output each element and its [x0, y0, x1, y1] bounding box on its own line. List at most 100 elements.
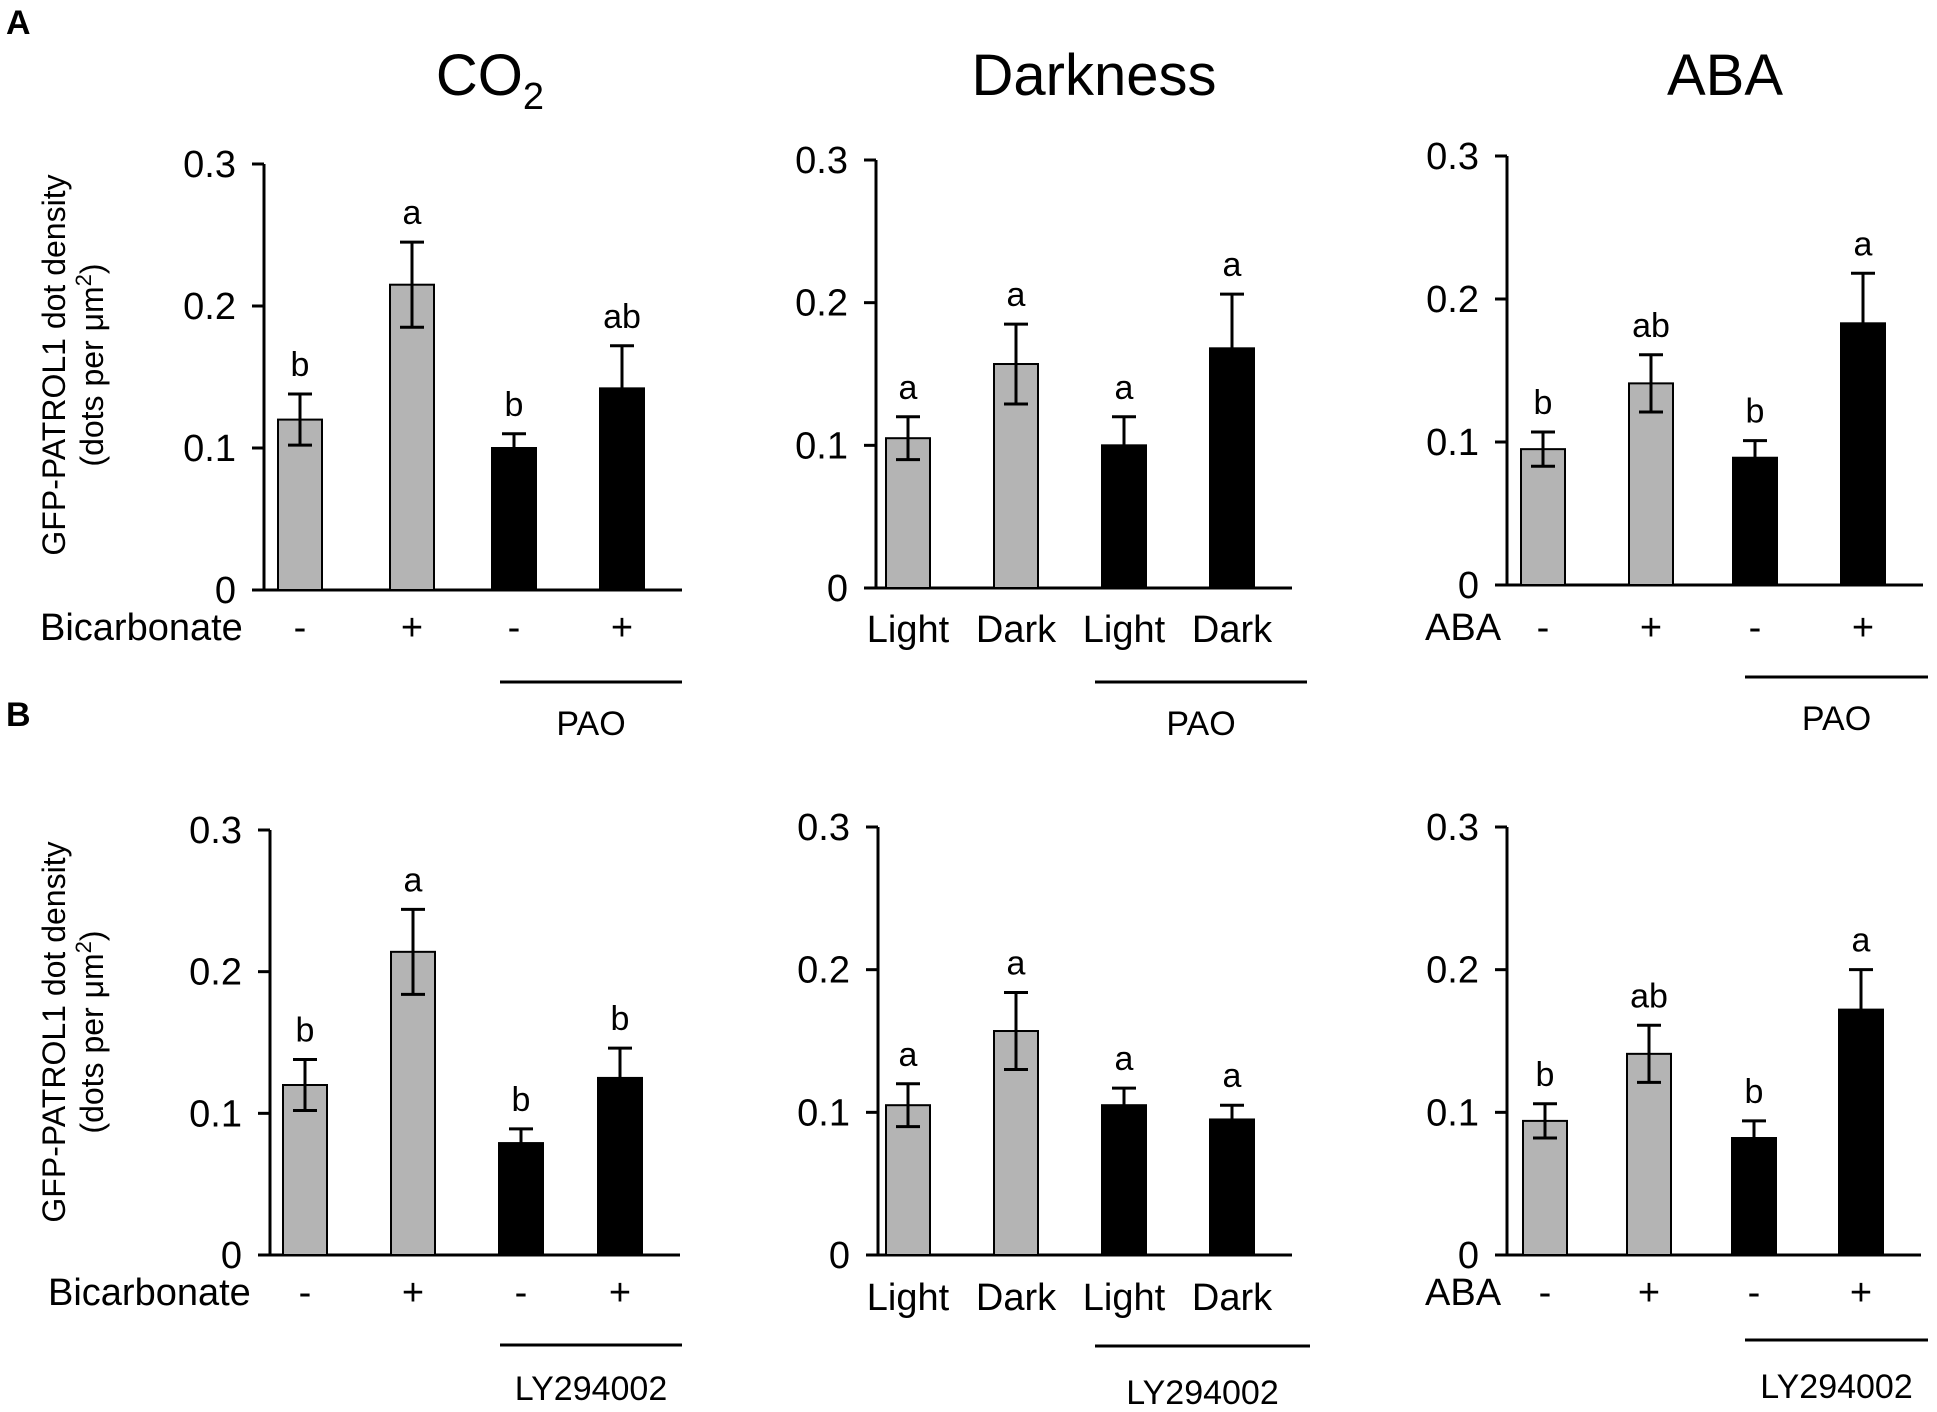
bar	[993, 1030, 1039, 1256]
chart-a-darkness: 0 0.1 0.2 0.3 a Light a Dark a Light a Dark PAO	[795, 140, 1307, 743]
y-tick-label: 0	[1458, 1235, 1479, 1277]
bar	[1840, 322, 1886, 586]
column-title-co2: CO2	[436, 43, 544, 118]
category-label: Dark	[976, 609, 1057, 651]
category-label: -	[294, 607, 307, 649]
significance-label: ab	[1630, 977, 1668, 1015]
bar	[993, 363, 1039, 589]
bar	[1101, 1104, 1147, 1256]
significance-label: b	[611, 1000, 630, 1038]
significance-label: a	[899, 1036, 918, 1074]
y-tick-label: 0.3	[1426, 136, 1479, 178]
category-label: -	[1748, 1272, 1761, 1314]
bar	[1209, 347, 1255, 589]
category-label: Light	[867, 609, 950, 651]
inhibitor-label: LY294002	[1126, 1374, 1279, 1412]
y-tick-label: 0.1	[1426, 1092, 1479, 1134]
category-label: +	[401, 607, 423, 649]
significance-label: b	[512, 1081, 531, 1119]
significance-label: b	[1536, 1056, 1555, 1094]
category-label: Light	[1083, 1277, 1166, 1319]
y-tick-label: 0.2	[1426, 279, 1479, 321]
panel-label-b: B	[6, 696, 31, 734]
y-tick-label: 0.2	[1426, 950, 1479, 992]
significance-label: a	[1115, 1040, 1134, 1078]
bar	[390, 950, 436, 1256]
y-tick-label: 0	[827, 568, 848, 610]
bar	[1520, 448, 1566, 586]
y-tick-label: 0.1	[189, 1093, 242, 1135]
category-label: -	[515, 1272, 528, 1314]
y-tick-label: 0.3	[1426, 807, 1479, 849]
bar	[1209, 1118, 1255, 1257]
category-label: Dark	[1192, 609, 1273, 651]
y-tick-label: 0.2	[189, 952, 242, 994]
category-label: Dark	[1192, 1277, 1273, 1319]
y-tick-label: 0.1	[797, 1092, 850, 1134]
significance-label: a	[1007, 944, 1026, 982]
significance-label: b	[296, 1012, 315, 1050]
category-label: Light	[867, 1277, 950, 1319]
y-tick-label: 0.2	[183, 286, 236, 328]
bar	[498, 1142, 544, 1257]
y-tick-label: 0	[1458, 565, 1479, 607]
significance-label: b	[505, 386, 524, 424]
y-tick-label: 0.1	[795, 425, 848, 467]
bar	[1626, 1052, 1672, 1256]
category-label: Light	[1083, 609, 1166, 651]
inhibitor-label: LY294002	[1760, 1368, 1913, 1406]
panel-label-a: A	[6, 4, 31, 42]
y-tick-label: 0	[215, 570, 236, 612]
chart-a-co2: 0 0.1 0.2 0.3 b - a + b - ab + Bicarbonate PAO	[40, 144, 682, 743]
svg-text:GFP-PATROL1 dot density: GFP-PATROL1 dot density	[36, 174, 72, 555]
significance-label: b	[1746, 393, 1765, 431]
category-label: +	[1640, 607, 1662, 649]
category-label: +	[609, 1272, 631, 1314]
significance-label: a	[899, 369, 918, 407]
significance-label: a	[1854, 225, 1873, 263]
bar	[282, 1084, 328, 1256]
inhibitor-label: LY294002	[515, 1370, 668, 1408]
treatment-label: ABA	[1425, 1272, 1502, 1314]
category-label: -	[1537, 607, 1550, 649]
category-label: -	[299, 1272, 312, 1314]
y-tick-label: 0.3	[183, 144, 236, 186]
significance-label: b	[1745, 1073, 1764, 1111]
inhibitor-label: PAO	[1166, 705, 1235, 743]
y-tick-label: 0.2	[795, 283, 848, 325]
significance-label: a	[1852, 922, 1871, 960]
bar	[1101, 444, 1147, 590]
bar	[389, 283, 435, 591]
category-label: +	[611, 607, 633, 649]
column-title-darkness: Darkness	[972, 43, 1217, 108]
y-tick-label: 0	[829, 1235, 850, 1277]
significance-label: a	[1007, 276, 1026, 314]
category-label: -	[1749, 607, 1762, 649]
significance-label: a	[1223, 246, 1242, 284]
significance-label: a	[403, 194, 422, 232]
y-tick-label: 0.1	[1426, 422, 1479, 464]
bar	[599, 387, 645, 591]
y-tick-label: 0.1	[183, 428, 236, 470]
svg-text:(dots per μm2): (dots per μm2)	[71, 263, 110, 466]
y-tick-label: 0.2	[797, 950, 850, 992]
significance-label: a	[404, 861, 423, 899]
y-tick-label: 0.3	[797, 807, 850, 849]
significance-label: a	[1115, 369, 1134, 407]
bar	[1628, 382, 1674, 586]
treatment-label: Bicarbonate	[40, 607, 243, 649]
bar	[491, 447, 537, 591]
y-tick-label: 0.3	[795, 140, 848, 182]
category-label: +	[402, 1272, 424, 1314]
significance-label: ab	[1632, 307, 1670, 345]
bar	[1732, 456, 1778, 587]
category-label: Dark	[976, 1277, 1057, 1319]
chart-panels: 00.10.20.3b-a+b-ab+BicarbonatePAO00.10.2…	[40, 136, 1928, 1412]
chart-b-darkness: 0 0.1 0.2 0.3 a Light a Dark a Light a Dark LY294002	[797, 807, 1310, 1412]
bar	[885, 1104, 931, 1256]
significance-label: a	[1223, 1057, 1242, 1095]
inhibitor-label: PAO	[1802, 700, 1871, 738]
y-axis-label-b: GFP-PATROL1 dot density (dots per μm2)	[36, 841, 110, 1222]
significance-label: b	[1534, 384, 1553, 422]
